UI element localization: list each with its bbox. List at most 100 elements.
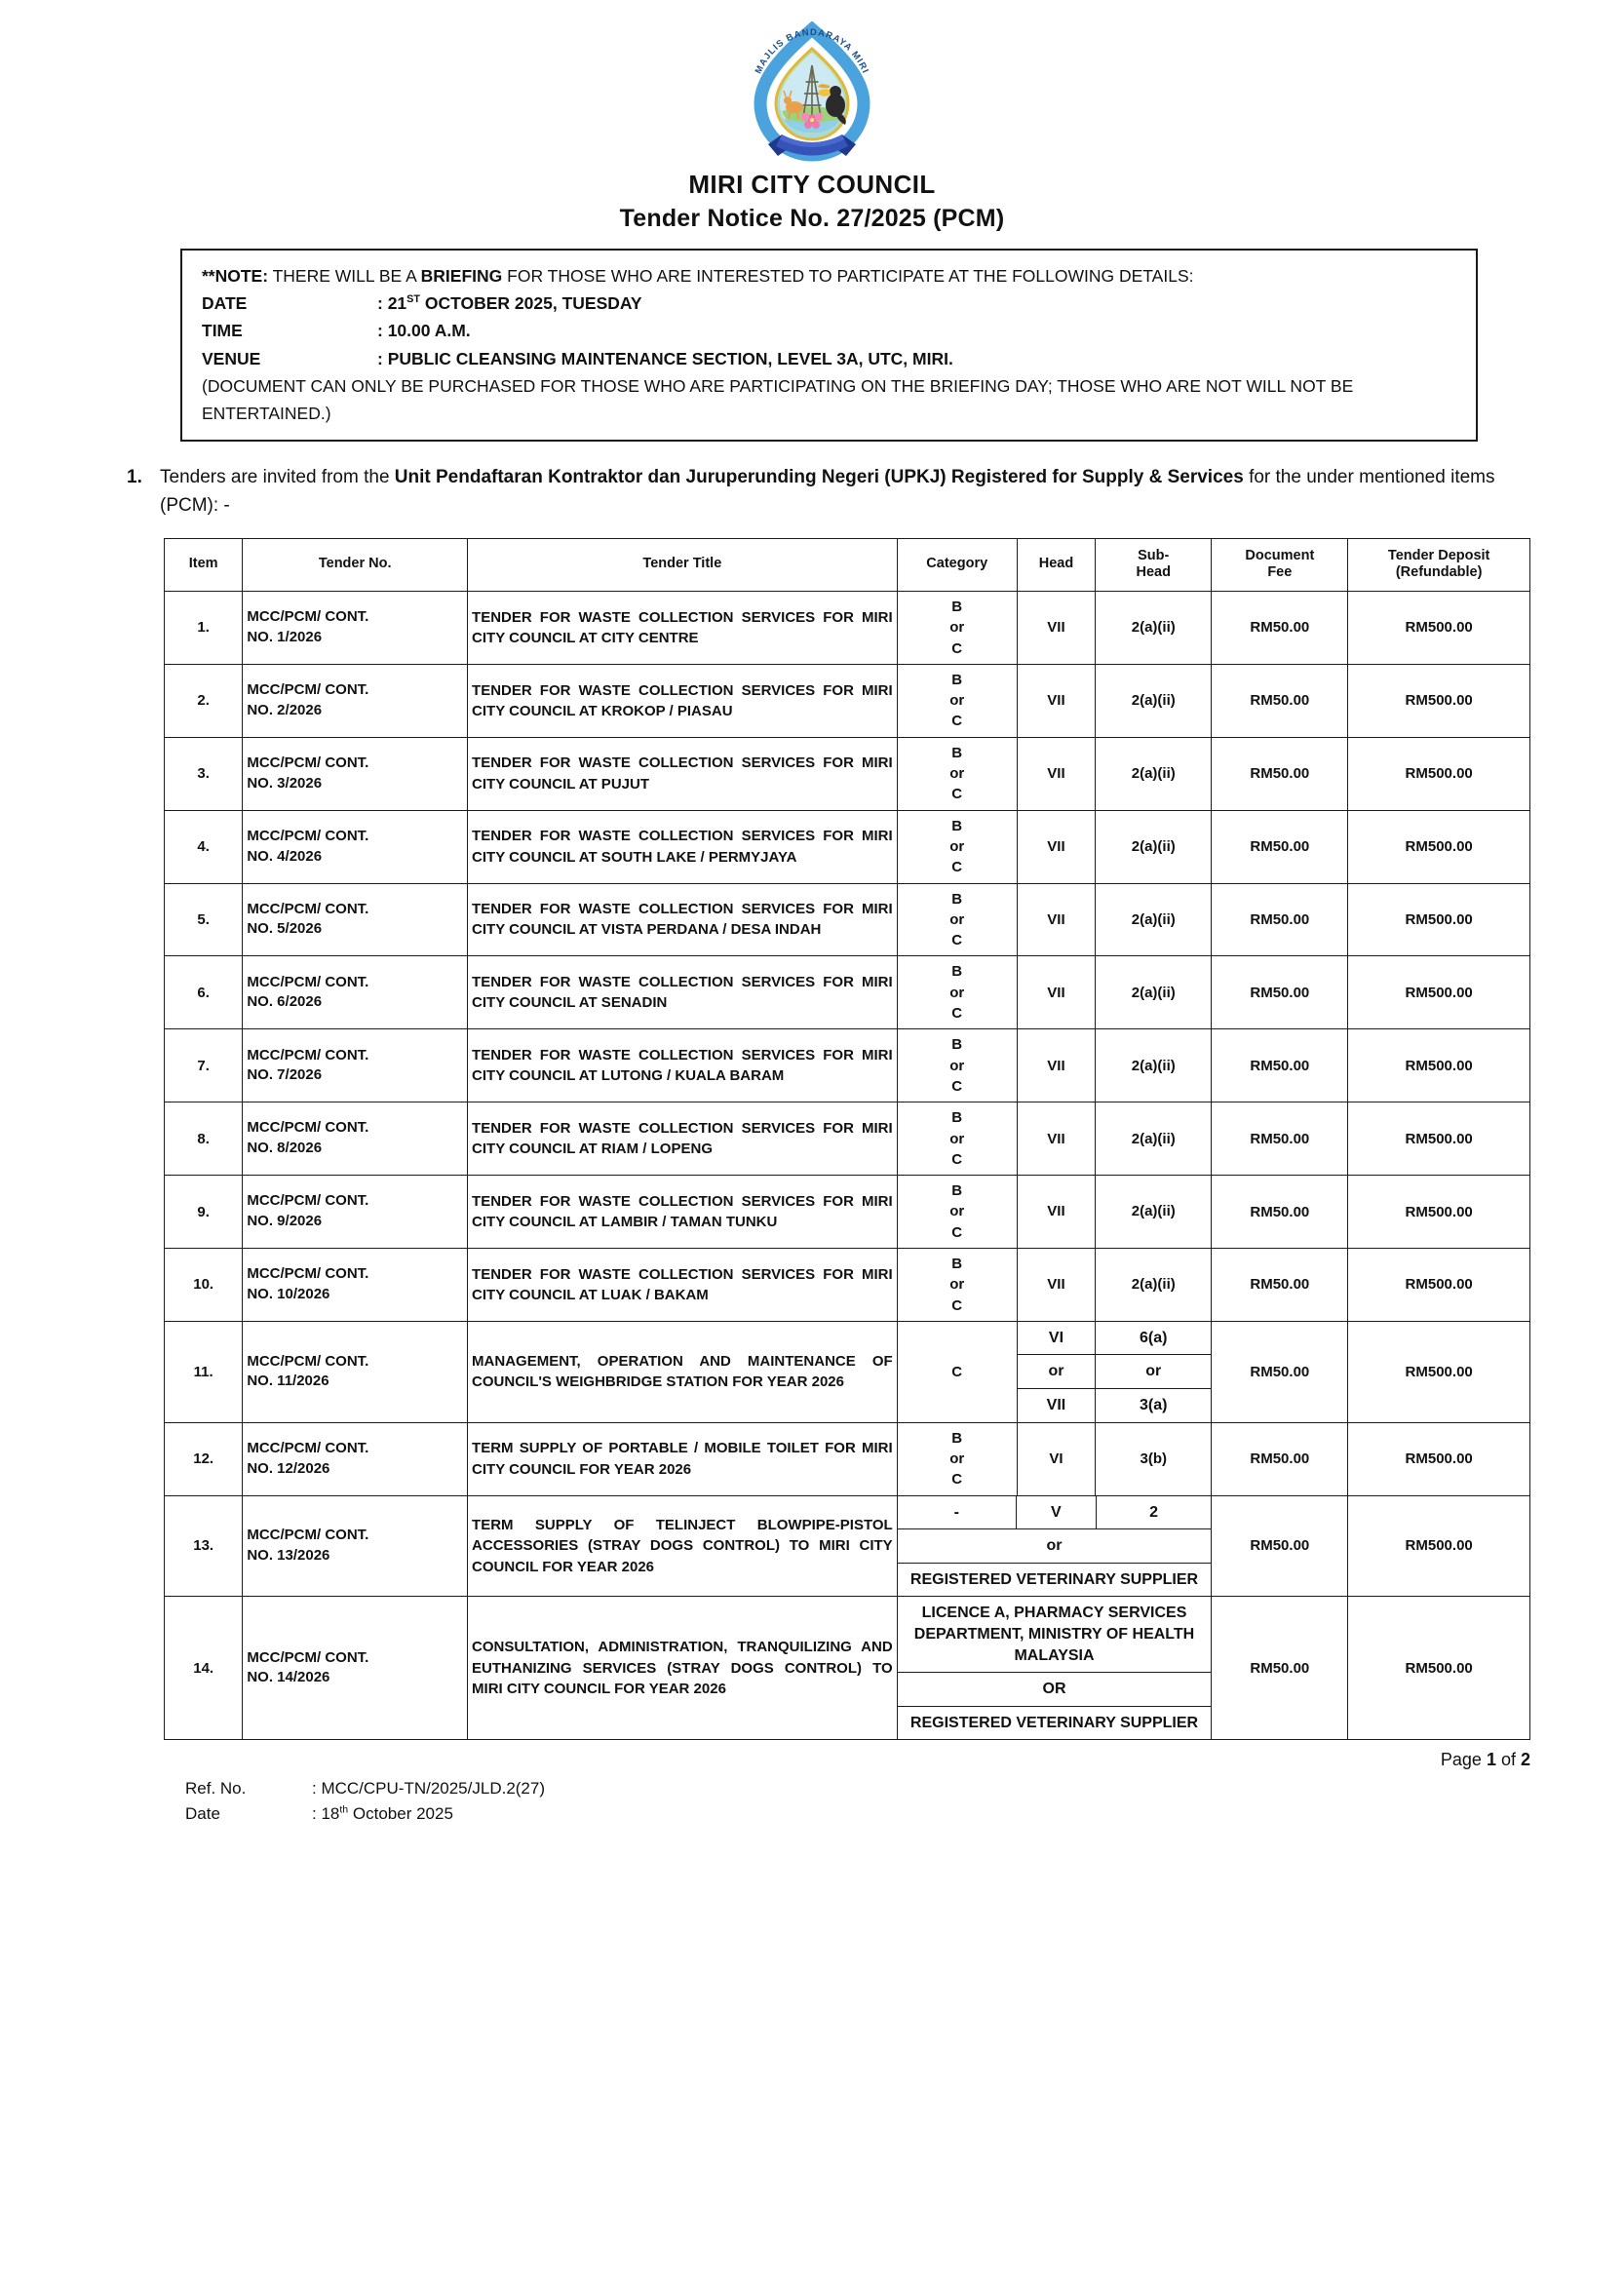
note-venue-label: VENUE: [202, 348, 261, 368]
cell-item: 3.: [163, 736, 244, 811]
cell-item: 10.: [163, 1248, 244, 1322]
cell-sub-head: 2(a)(ii): [1095, 663, 1213, 738]
cell-tender-no: MCC/PCM/ CONT. NO. 13/2026: [242, 1494, 469, 1598]
cell-tender-no: MCC/PCM/ CONT. NO. 2/2026: [242, 663, 469, 738]
page-total: 2: [1520, 1750, 1530, 1770]
cell-sub-head: 3(b): [1095, 1421, 1213, 1496]
cell-document-fee: RM50.00: [1211, 1248, 1349, 1322]
cell-item: 4.: [163, 809, 244, 884]
cell-document-fee: RM50.00: [1211, 1494, 1349, 1598]
cell-head: VII: [1016, 590, 1097, 665]
table-row: 8. MCC/PCM/ CONT. NO. 8/2026 TENDER FOR W…: [163, 1102, 1530, 1177]
cell-qualification-group: - V 2 or REGISTERED VETERINARY SUPPLIER: [896, 1494, 1213, 1598]
cell-tender-deposit: RM500.00: [1347, 1421, 1530, 1496]
clause-number: 1.: [127, 466, 142, 487]
reference-number-row: Ref. No.: MCC/CPU-TN/2025/JLD.2(27): [185, 1776, 1624, 1801]
cell-item: 8.: [163, 1102, 244, 1177]
reference-block: Ref. No.: MCC/CPU-TN/2025/JLD.2(27) Date…: [185, 1776, 1624, 1826]
note-venue-value: : PUBLIC CLEANSING MAINTENANCE SECTION, …: [377, 348, 953, 368]
cell-tender-title: TENDER FOR WASTE COLLECTION SERVICES FOR…: [467, 590, 898, 665]
cell-sub-head-group: 6(a) or 3(a): [1095, 1320, 1213, 1423]
cell-tender-deposit: RM500.00: [1347, 1248, 1530, 1322]
cell-head: VII: [1016, 1175, 1097, 1249]
cell-head: VII: [1016, 809, 1097, 884]
cell-tender-no: MCC/PCM/ CONT. NO. 6/2026: [242, 955, 469, 1030]
cell-sub-head: 3(a): [1140, 1397, 1168, 1414]
cell-tender-no: MCC/PCM/ CONT. NO. 3/2026: [242, 736, 469, 811]
cell-tender-deposit: RM500.00: [1347, 590, 1530, 665]
cell-item: 6.: [163, 955, 244, 1030]
cell-category: C: [896, 1320, 1018, 1423]
cell-tender-title: TENDER FOR WASTE COLLECTION SERVICES FOR…: [467, 955, 898, 1030]
table-row: 9. MCC/PCM/ CONT. NO. 9/2026 TENDER FOR W…: [163, 1175, 1530, 1249]
cell-tender-title: TENDER FOR WASTE COLLECTION SERVICES FOR…: [467, 736, 898, 811]
miri-city-council-crest-icon: MAJLIS BANDARAYA MIRI: [739, 21, 885, 168]
cell-document-fee: RM50.00: [1211, 1421, 1349, 1496]
cell-head: V: [1016, 1495, 1097, 1530]
reference-number-label: Ref. No.: [185, 1779, 247, 1799]
cell-tender-title: MANAGEMENT, OPERATION AND MAINTENANCE OF…: [467, 1320, 898, 1423]
cell-tender-title: TENDER FOR WASTE COLLECTION SERVICES FOR…: [467, 663, 898, 738]
cell-head: VI: [1017, 1321, 1096, 1356]
cell-qualification-group: LICENCE A, PHARMACY SERVICES DEPARTMENT,…: [896, 1596, 1213, 1741]
note-time-row: TIME: 10.00 A.M.: [202, 317, 1460, 344]
page-number: Page 1 of 2: [1440, 1750, 1530, 1770]
cell-sub-head: 2(a)(ii): [1095, 590, 1213, 665]
cell-sub-head: 2(a)(ii): [1095, 882, 1213, 957]
table-row: 4. MCC/PCM/ CONT. NO. 4/2026 TENDER FOR W…: [163, 809, 1530, 884]
cell-item: 7.: [163, 1028, 244, 1103]
cell-qualification-licence: LICENCE A, PHARMACY SERVICES DEPARTMENT,…: [897, 1597, 1212, 1674]
cell-head-group: VI or VII: [1016, 1320, 1097, 1423]
table-row: 11. MCC/PCM/ CONT. NO. 11/2026 MANAGEMENT…: [163, 1320, 1530, 1423]
cell-document-fee: RM50.00: [1211, 1102, 1349, 1177]
note-date-label: DATE: [202, 293, 248, 314]
cell-tender-title: TERM SUPPLY OF TELINJECT BLOWPIPE-PISTOL…: [467, 1494, 898, 1598]
cell-tender-deposit: RM500.00: [1347, 1494, 1530, 1598]
organization-title: MIRI CITY COUNCIL: [688, 170, 936, 199]
col-header-tender-deposit: Tender Deposit (Refundable): [1347, 537, 1530, 592]
note-time-label: TIME: [202, 321, 243, 341]
cell-sub-head: 2(a)(ii): [1095, 1248, 1213, 1322]
cell-tender-title: TENDER FOR WASTE COLLECTION SERVICES FOR…: [467, 1028, 898, 1103]
cell-document-fee: RM50.00: [1211, 882, 1349, 957]
cell-item: 13.: [163, 1494, 244, 1598]
briefing-note-box: **NOTE: THERE WILL BE A BRIEFING FOR THO…: [180, 248, 1478, 442]
table-row: 5. MCC/PCM/ CONT. NO. 5/2026 TENDER FOR W…: [163, 882, 1530, 957]
table-row: 3. MCC/PCM/ CONT. NO. 3/2026 TENDER FOR W…: [163, 736, 1530, 811]
cell-tender-no: MCC/PCM/ CONT. NO. 4/2026: [242, 809, 469, 884]
col-header-document-fee: Document Fee: [1211, 537, 1349, 592]
cell-tender-no: MCC/PCM/ CONT. NO. 1/2026: [242, 590, 469, 665]
col-header-head: Head: [1016, 537, 1097, 592]
cell-item: 14.: [163, 1596, 244, 1741]
cell-head: VII: [1016, 1028, 1097, 1103]
cell-tender-deposit: RM500.00: [1347, 1028, 1530, 1103]
cell-tender-deposit: RM500.00: [1347, 1102, 1530, 1177]
cell-sub-head: 2(a)(ii): [1095, 1028, 1213, 1103]
cell-document-fee: RM50.00: [1211, 955, 1349, 1030]
clause-1: 1. Tenders are invited from the Unit Pen…: [127, 463, 1497, 521]
table-row: 14. MCC/PCM/ CONT. NO. 14/2026 CONSULTATI…: [163, 1596, 1530, 1741]
cell-tender-title: TENDER FOR WASTE COLLECTION SERVICES FOR…: [467, 1175, 898, 1249]
cell-head: VII: [1016, 1102, 1097, 1177]
cell-tender-title: TERM SUPPLY OF PORTABLE / MOBILE TOILET …: [467, 1421, 898, 1496]
crest-container: MAJLIS BANDARAYA MIRI: [0, 0, 1624, 168]
cell-head: VII: [1016, 736, 1097, 811]
document-date-value: : 18th October 2025: [312, 1803, 453, 1823]
cell-head: VII: [1016, 955, 1097, 1030]
note-date-value: : 21ST OCTOBER 2025, TUESDAY: [377, 293, 642, 314]
cell-sub-head-or: or: [1096, 1354, 1212, 1390]
col-header-item: Item: [163, 537, 244, 592]
cell-tender-title: CONSULTATION, ADMINISTRATION, TRANQUILIZ…: [467, 1596, 898, 1741]
cell-tender-deposit: RM500.00: [1347, 1175, 1530, 1249]
cell-tender-no: MCC/PCM/ CONT. NO. 9/2026: [242, 1175, 469, 1249]
col-header-tender-no: Tender No.: [242, 537, 469, 592]
cell-tender-no: MCC/PCM/ CONT. NO. 10/2026: [242, 1248, 469, 1322]
cell-item: 5.: [163, 882, 244, 957]
